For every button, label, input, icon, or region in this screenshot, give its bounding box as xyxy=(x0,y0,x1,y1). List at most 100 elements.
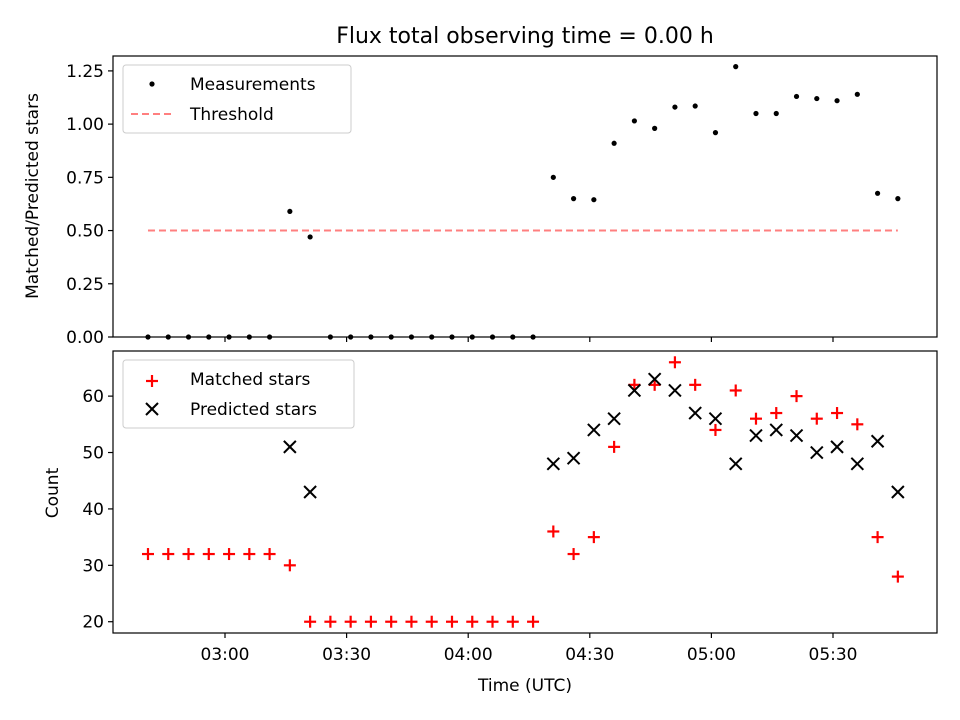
ratio-x-ticks xyxy=(224,337,834,342)
matched-stars-point xyxy=(182,548,195,561)
x-tick-label: 03:00 xyxy=(201,645,250,665)
matched-stars-point xyxy=(506,615,519,628)
ratio-panel: Matched/Predicted stars 0.00 0.25 0.50 0.75… xyxy=(23,55,938,348)
predicted-stars-point xyxy=(830,440,844,454)
ratio-legend: Measurements Threshold xyxy=(122,64,352,134)
matched-stars-point xyxy=(223,548,236,561)
predicted-stars-point xyxy=(546,457,561,471)
legend-matched-label: Matched stars xyxy=(190,370,310,390)
matched-stars-point xyxy=(790,390,803,403)
y-tick-label: 50 xyxy=(82,444,104,464)
matched-stars-point xyxy=(891,570,904,583)
matched-stars-point xyxy=(202,548,215,561)
predicted-stars-point xyxy=(789,428,804,443)
count-panel: Count 20 30 40 50 60 03:00 03:30 04:00 04:30 05:… xyxy=(43,350,938,696)
predicted-stars-point xyxy=(627,383,642,398)
measurement-point xyxy=(773,110,779,117)
predicted-stars-point xyxy=(566,451,581,465)
matched-stars-point xyxy=(668,356,681,369)
measurement-point xyxy=(712,130,719,136)
ratio-y-axis-label: Matched/Predicted stars xyxy=(23,93,43,299)
matched-stars-point xyxy=(364,615,377,628)
y-tick-label: 0.50 xyxy=(66,222,104,242)
matched-stars-point xyxy=(770,407,783,420)
matched-stars-point xyxy=(709,423,722,436)
predicted-stars-point xyxy=(668,383,682,398)
predicted-stars-point xyxy=(587,423,601,437)
predicted-stars-point xyxy=(749,428,763,443)
matched-stars-point xyxy=(547,525,560,538)
matched-stars-point xyxy=(587,531,600,544)
y-tick-label: 60 xyxy=(82,387,104,407)
predicted-stars-point xyxy=(607,411,621,426)
predicted-stars-point xyxy=(891,485,905,499)
legend-measurements-label: Measurements xyxy=(190,75,316,95)
predicted-stars-point xyxy=(688,406,702,420)
matched-stars-point xyxy=(243,548,256,561)
measurement-point xyxy=(591,197,597,203)
measurement-point xyxy=(814,95,820,102)
x-tick-label: 05:30 xyxy=(809,645,858,665)
legend-predicted-marker xyxy=(145,402,159,416)
y-tick-label: 40 xyxy=(82,500,104,520)
measurement-point xyxy=(652,125,658,131)
matched-stars-point xyxy=(527,615,540,628)
matched-stars-point xyxy=(304,615,317,628)
predicted-stars-point xyxy=(850,457,865,471)
measurement-point xyxy=(287,208,293,215)
count-legend: Matched stars Predicted stars xyxy=(122,359,355,429)
y-tick-label: 30 xyxy=(82,556,104,576)
x-tick-label: 04:30 xyxy=(565,645,614,665)
count-y-ticks: 20 30 40 50 60 xyxy=(82,387,113,633)
measurement-point xyxy=(692,103,698,109)
measurement-point xyxy=(733,64,739,70)
measurement-point xyxy=(672,104,678,110)
count-y-axis-label: Count xyxy=(43,467,63,518)
matched-stars-point xyxy=(324,615,337,628)
matched-stars-point xyxy=(749,412,762,425)
y-tick-label: 1.25 xyxy=(66,62,104,82)
legend-measurements-marker xyxy=(149,81,155,87)
x-axis-label: Time (UTC) xyxy=(477,676,572,696)
y-tick-label: 20 xyxy=(82,613,104,633)
matched-stars-point xyxy=(486,615,499,628)
predicted-stars-point xyxy=(870,434,885,448)
x-tick-label: 03:30 xyxy=(322,645,371,665)
matched-stars-point xyxy=(344,615,357,628)
predicted-stars-point xyxy=(729,457,743,471)
predicted-stars-point xyxy=(283,440,297,454)
matched-stars-point xyxy=(628,378,641,391)
measurement-point xyxy=(753,110,759,117)
y-tick-label: 0.00 xyxy=(66,328,104,348)
measurement-point xyxy=(570,196,577,202)
measurement-point xyxy=(895,196,901,202)
matched-stars-point xyxy=(608,440,621,453)
predicted-stars-point xyxy=(708,411,723,426)
matched-stars-point xyxy=(141,548,154,561)
matched-stars-point xyxy=(810,412,823,425)
y-tick-label: 0.75 xyxy=(66,168,104,188)
count-x-ticks: 03:00 03:30 04:00 04:30 05:00 05:30 xyxy=(201,633,858,665)
chart-title: Flux total observing time = 0.00 h xyxy=(336,24,714,49)
predicted-stars-point xyxy=(303,485,317,499)
matched-stars-point xyxy=(405,615,418,628)
measurement-point xyxy=(307,234,313,240)
predicted-stars-point xyxy=(810,445,824,460)
ratio-y-ticks: 0.00 0.25 0.50 0.75 1.00 1.25 xyxy=(66,62,113,348)
matched-stars-point xyxy=(689,378,702,391)
matched-stars-point xyxy=(871,531,884,544)
matched-stars-point xyxy=(851,418,864,431)
matched-stars-point xyxy=(648,378,661,391)
legend-predicted-label: Predicted stars xyxy=(190,400,317,420)
matched-stars-point xyxy=(263,548,276,561)
measurement-point xyxy=(631,118,637,124)
measurement-point xyxy=(834,98,840,104)
measurement-point xyxy=(550,174,556,180)
x-tick-label: 05:00 xyxy=(687,645,736,665)
measurement-point xyxy=(611,140,617,146)
ratio-legend-box xyxy=(122,64,352,134)
count-plot-area xyxy=(112,350,938,634)
count-legend-box xyxy=(122,359,355,429)
y-tick-label: 1.00 xyxy=(66,115,104,135)
